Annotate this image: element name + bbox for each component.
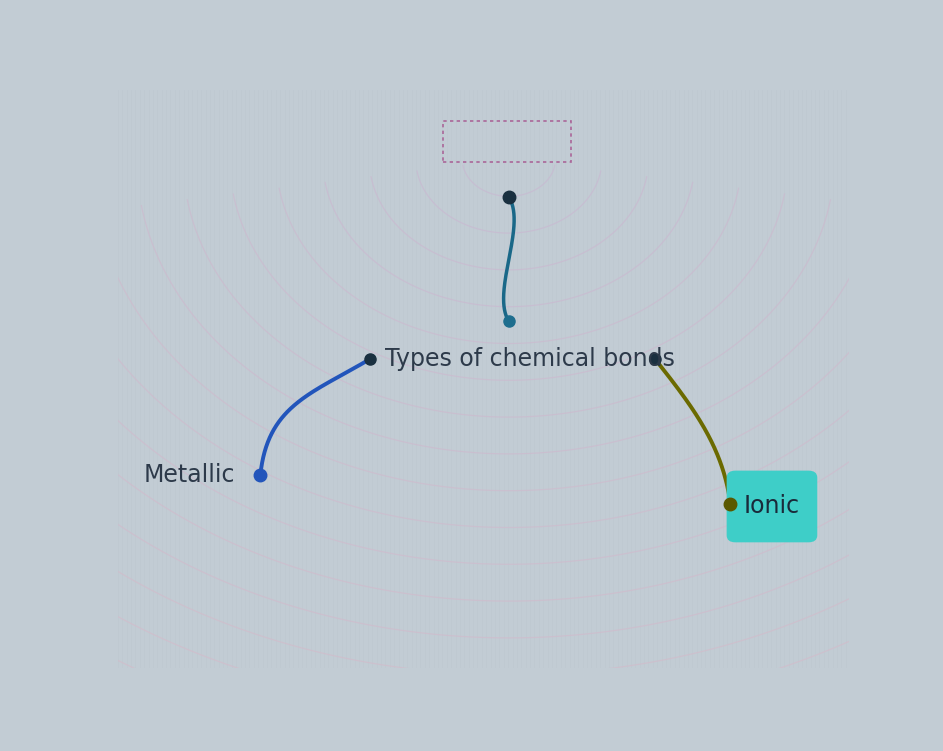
FancyBboxPatch shape bbox=[727, 471, 818, 542]
Text: Ionic: Ionic bbox=[744, 494, 800, 518]
Text: Types of chemical bonds: Types of chemical bonds bbox=[385, 347, 674, 371]
Text: Metallic: Metallic bbox=[143, 463, 235, 487]
